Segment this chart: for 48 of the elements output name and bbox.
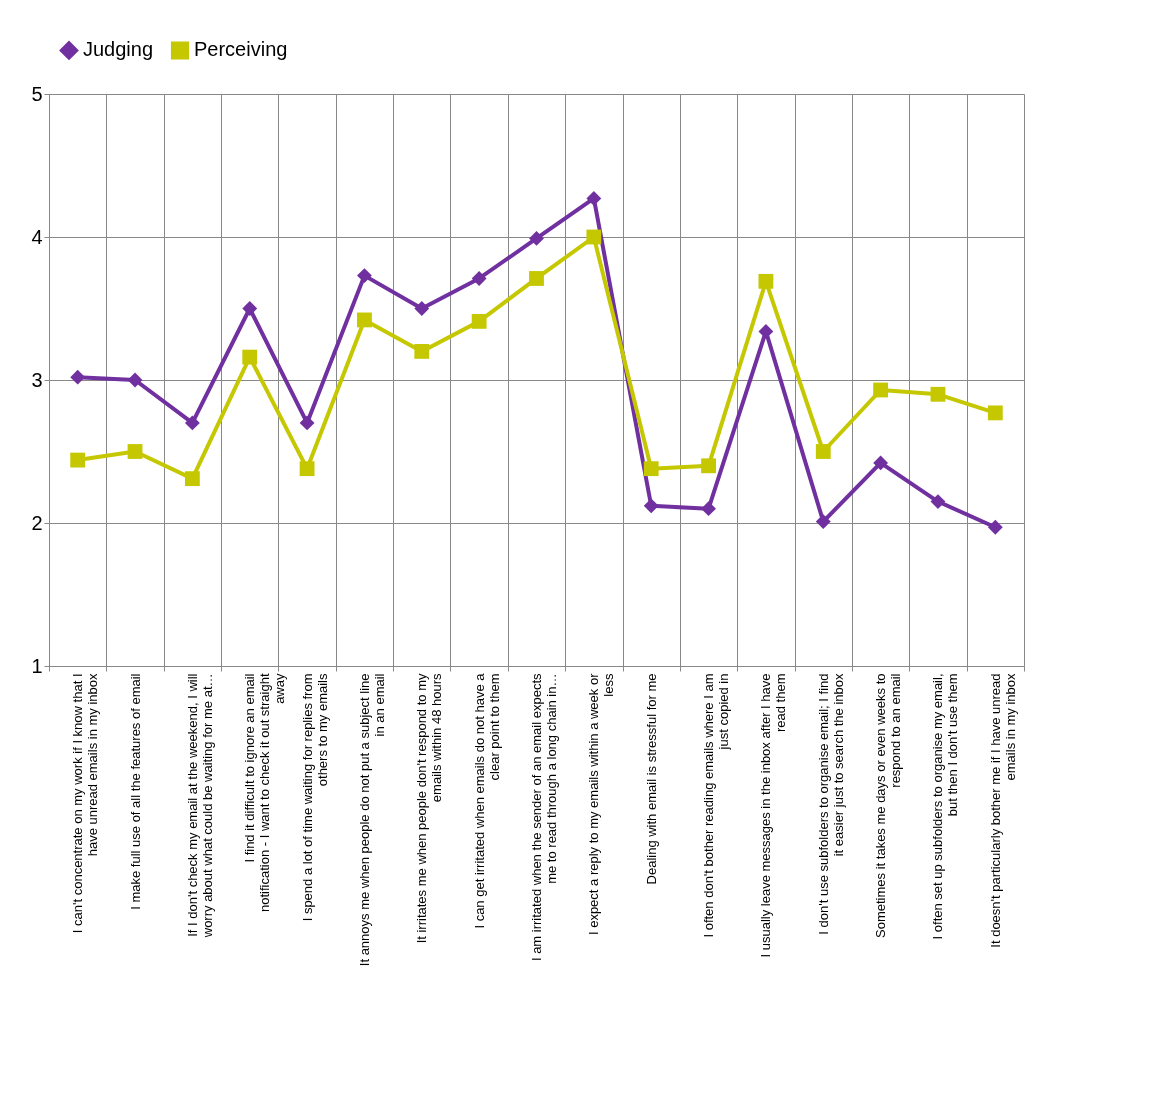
point xyxy=(758,273,774,289)
point xyxy=(127,444,143,459)
point xyxy=(815,514,831,529)
point xyxy=(184,471,200,487)
point xyxy=(529,231,544,246)
point xyxy=(242,301,258,316)
x-tick-label: I can't concentrate on my work if I know that I have unread emails in my inbox xyxy=(70,673,101,934)
point xyxy=(701,501,716,517)
point xyxy=(930,386,946,402)
y-tick-label: 5 xyxy=(31,82,43,105)
point xyxy=(242,349,258,365)
point xyxy=(414,343,430,359)
point xyxy=(70,369,86,385)
point xyxy=(758,323,774,339)
point xyxy=(873,455,889,471)
x-tick-label: I make full use of all the features of email xyxy=(127,673,143,910)
point xyxy=(586,229,602,245)
point xyxy=(529,271,544,286)
point xyxy=(815,444,831,459)
y-tick-label: 3 xyxy=(31,368,43,391)
x-tick-label: Dealing with email is stressful for me xyxy=(643,673,659,885)
y-tick-label: 2 xyxy=(31,511,43,534)
point xyxy=(357,268,372,284)
x-tick-label: I find it difficult to ignore an email notification - I want to check it out straight away xyxy=(242,673,288,912)
point xyxy=(471,313,487,329)
point xyxy=(987,519,1003,535)
point xyxy=(987,405,1003,421)
point xyxy=(701,458,716,474)
x-tick-label: I often don't bother reading emails where I am just copied in xyxy=(701,673,732,938)
x-tick-label: I am irritated when the sender of an email expects me to read through a long chain in… xyxy=(529,673,559,962)
legend-label: Perceiving xyxy=(194,38,288,61)
x-tick-label: If I don't check my email at the weekend, I will worry about what could be waiting for me at… xyxy=(184,673,215,939)
point xyxy=(299,415,315,431)
point xyxy=(471,271,487,286)
x-tick-label: I expect a reply to my emails within a week or less xyxy=(586,672,617,936)
point xyxy=(127,372,143,388)
point xyxy=(586,190,602,206)
point xyxy=(873,382,889,398)
point xyxy=(299,461,315,477)
point xyxy=(184,415,200,431)
point xyxy=(357,312,372,328)
y-tick-label: 4 xyxy=(31,225,43,248)
point xyxy=(70,452,86,468)
point xyxy=(643,461,659,477)
point xyxy=(414,301,430,316)
point xyxy=(643,498,659,514)
y-tick-label: 1 xyxy=(31,654,43,677)
legend-label: Judging xyxy=(83,38,154,61)
